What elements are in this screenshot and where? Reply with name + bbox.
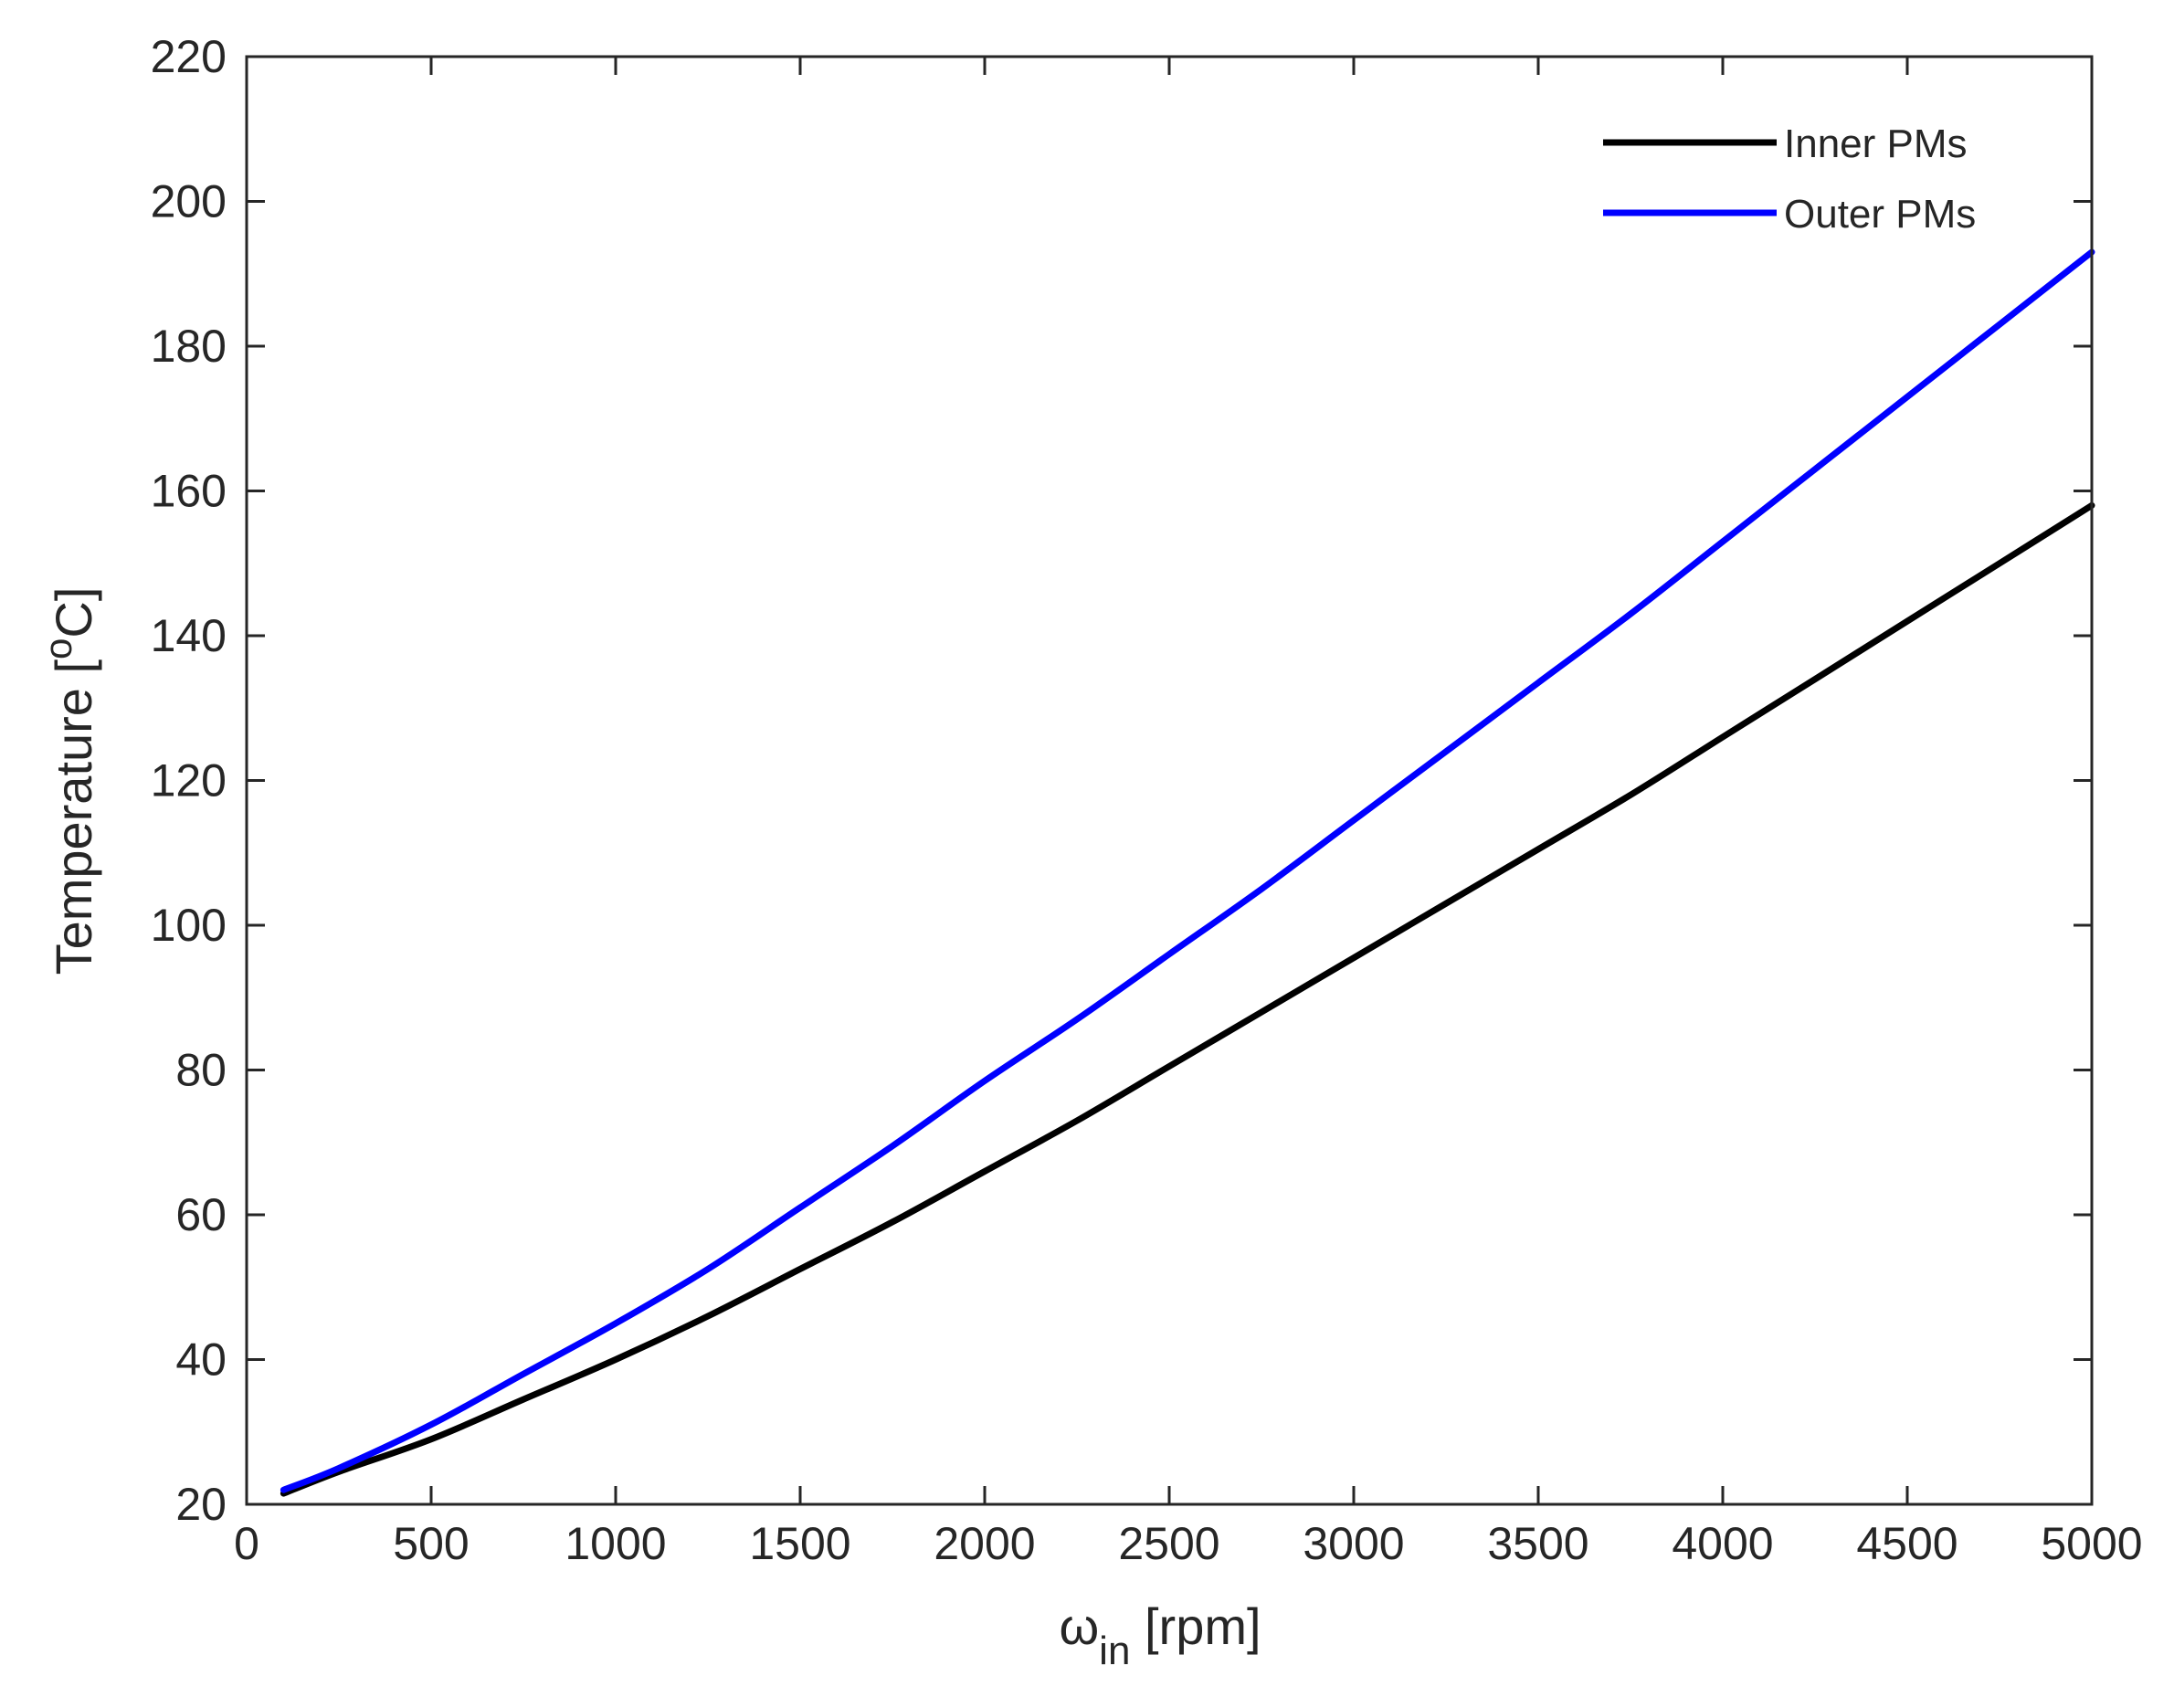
tick-labels: 0 500 1000 1500 2000 2500 3000 3500 4000 4500 5000… <box>151 31 2143 1569</box>
legend: Inner PMs Outer PMs <box>1603 121 1976 237</box>
x-tick-label: 4000 <box>1672 1518 1773 1569</box>
plot-background <box>247 57 2092 1504</box>
y-tick-label: 60 <box>175 1189 227 1240</box>
y-axis-label-main: Temperature [ <box>45 659 102 975</box>
y-tick-label: 140 <box>151 610 227 661</box>
y-tick-label: 80 <box>175 1045 227 1096</box>
x-tick-label: 4500 <box>1856 1518 1958 1569</box>
y-tick-label: 120 <box>151 755 227 807</box>
x-tick-label: 1000 <box>565 1518 666 1569</box>
x-tick-label: 1500 <box>749 1518 850 1569</box>
legend-label-outer-pms: Outer PMs <box>1784 192 1976 237</box>
x-axis-label-unit: [rpm] <box>1130 1597 1261 1655</box>
series-line-outer-pms <box>280 248 2095 1493</box>
y-tick-label: 200 <box>151 176 227 227</box>
y-tick-label: 220 <box>151 31 227 82</box>
y-tick-label: 20 <box>175 1479 227 1530</box>
y-tick-label: 40 <box>175 1334 227 1386</box>
y-tick-label: 100 <box>151 900 227 951</box>
plot-frame <box>245 55 2094 1506</box>
x-tick-label: 500 <box>393 1518 469 1569</box>
x-tick-label: 3500 <box>1487 1518 1588 1569</box>
x-axis-label: ωin [rpm] <box>1059 1597 1261 1673</box>
x-axis-label-subscript: in <box>1099 1629 1130 1673</box>
y-axis-label-unit: C] <box>45 587 102 638</box>
x-axis-label-main: ω <box>1059 1597 1099 1655</box>
series-lines <box>280 248 2095 1497</box>
y-tick-label: 180 <box>151 321 227 372</box>
x-tick-label: 0 <box>234 1518 259 1569</box>
y-axis-label-superscript: o <box>37 638 79 659</box>
x-tick-label: 2500 <box>1118 1518 1219 1569</box>
legend-label-inner-pms: Inner PMs <box>1784 121 1968 166</box>
x-tick-label: 2000 <box>934 1518 1035 1569</box>
x-tick-label: 5000 <box>2041 1518 2142 1569</box>
y-axis-label: Temperature [oC] <box>37 587 102 975</box>
series-line-inner-pms <box>280 501 2095 1497</box>
y-tick-label: 160 <box>151 466 227 517</box>
x-tick-label: 3000 <box>1303 1518 1404 1569</box>
